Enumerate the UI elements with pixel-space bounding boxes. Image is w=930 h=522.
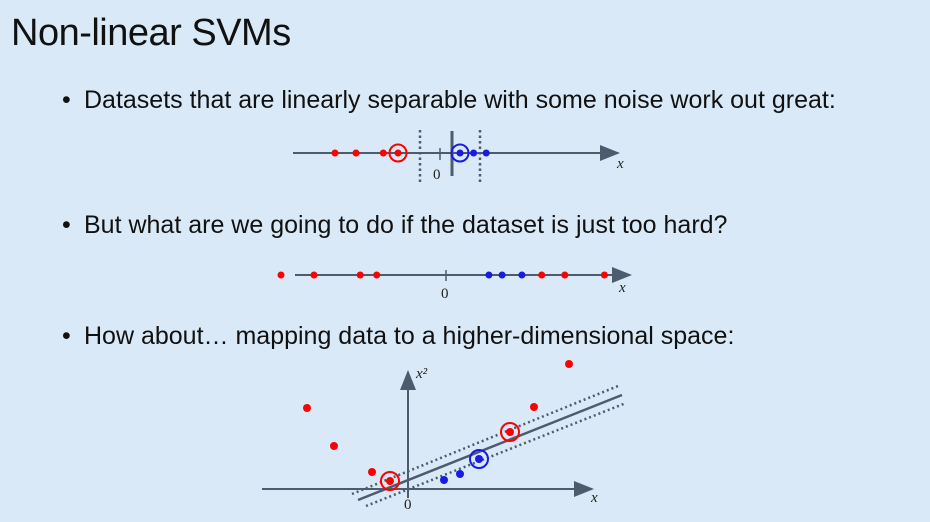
- d1-blue-point: [470, 149, 478, 157]
- d2-red-point: [373, 271, 381, 279]
- d3-red-point: [368, 468, 376, 476]
- d3-red-support-vector-ring: [380, 471, 400, 491]
- d2-red-point: [356, 271, 364, 279]
- d1-axis-label: x: [616, 156, 624, 172]
- d1-points: [331, 143, 490, 163]
- diagram-2d-mapping: x² x 0: [262, 360, 627, 513]
- d3-blue-point: [475, 455, 483, 463]
- d1-blue-point: [456, 149, 464, 157]
- d3-blue-support-vector-ring: [469, 449, 489, 469]
- bullet-1: • Datasets that are linearly separable wi…: [62, 86, 836, 115]
- d3-red-point: [530, 403, 538, 411]
- d2-points: [277, 271, 608, 279]
- d1-blue-point: [482, 149, 490, 157]
- d2-red-point: [310, 271, 318, 279]
- d1-origin-label: 0: [433, 167, 441, 183]
- d3-margin-lower: [365, 401, 627, 508]
- d2-origin-label: 0: [441, 286, 449, 302]
- d3-red-point: [506, 428, 514, 436]
- d3-blue-point: [440, 476, 448, 484]
- d3-blue-point: [456, 470, 464, 478]
- d3-x-axis-label: x: [590, 490, 598, 506]
- d3-origin-label: 0: [404, 497, 412, 513]
- bullet-2-text: But what are we going to do if the datas…: [84, 211, 728, 239]
- d2-axis-label: x: [618, 280, 626, 296]
- d1-red-support-vector-ring: [388, 143, 408, 163]
- d3-red-point: [386, 477, 394, 485]
- diagram-1d-separable: 0 x: [293, 130, 624, 183]
- d3-red-point: [303, 404, 311, 412]
- d1-red-point: [394, 149, 402, 157]
- d2-blue-point: [485, 271, 493, 279]
- d2-red-point: [277, 271, 285, 279]
- d1-red-point: [352, 149, 360, 157]
- d2-blue-point: [518, 271, 526, 279]
- bullet-3-text: How about… mapping data to a higher-dime…: [84, 322, 735, 350]
- bullet-1-text: Datasets that are linearly separable wit…: [84, 86, 836, 114]
- d1-blue-support-vector-ring: [450, 143, 470, 163]
- d1-red-point: [379, 149, 387, 157]
- d2-blue-point: [498, 271, 506, 279]
- diagram-1d-hard: 0 x: [277, 267, 632, 302]
- slide-title: Non-linear SVMs: [11, 12, 291, 54]
- d2-red-point: [538, 271, 546, 279]
- d2-red-point: [600, 271, 608, 279]
- d3-red-point: [565, 360, 573, 368]
- d3-red-support-vector-ring: [500, 422, 520, 442]
- d3-y-axis-label: x²: [415, 366, 428, 382]
- bullet-3: • How about… mapping data to a higher-dim…: [62, 322, 734, 351]
- bullet-symbol: •: [62, 211, 71, 239]
- d3-separator-line: [357, 393, 623, 502]
- d1-red-point: [331, 149, 339, 157]
- bullet-symbol: •: [62, 322, 71, 350]
- bullet-2: • But what are we going to do if the data…: [62, 211, 727, 240]
- bullet-symbol: •: [62, 86, 71, 114]
- d3-red-point: [330, 442, 338, 450]
- d2-red-point: [561, 271, 569, 279]
